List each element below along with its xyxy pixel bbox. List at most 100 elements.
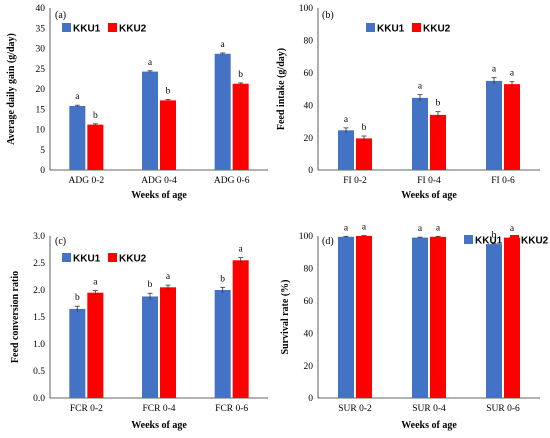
chart-panel-4: 0 20 40 60 80 100 Survival rate (%) Weeks of ag… [280,223,549,431]
panel-label: (d) [322,236,334,247]
x-axis-title: Weeks of age [131,420,187,431]
significance-letter: a [418,224,423,234]
significance-letter: b [148,280,153,290]
y-tick-label: 2.5 [33,259,45,269]
significance-letter: a [239,245,244,255]
legend-label: KKU1 [475,236,503,247]
y-tick-label: 25 [36,65,46,75]
significance-letter: a [344,223,349,233]
bar-kku2-1 [87,124,104,170]
y-tick-label: 40 [304,101,314,111]
y-tick-label: 100 [299,232,314,242]
significance-letter: a [510,224,515,234]
x-tick-label: SUR 0-4 [412,404,446,414]
bar-kku1-1 [338,130,354,170]
significance-letter: a [492,65,497,75]
legend-swatch-kku2 [412,23,421,32]
y-tick-label: 0 [308,166,313,176]
bar-kku1-1 [338,236,354,398]
x-tick-label: FI 0-2 [343,176,367,186]
significance-letter: a [344,115,349,125]
y-tick-label: 5 [40,146,45,156]
significance-letter: a [221,40,226,50]
bar-kku2-3 [504,84,520,170]
significance-letter: b [93,111,98,121]
bar-kku2-2 [160,100,176,170]
y-tick-label: 3.0 [33,232,45,242]
significance-letter: a [436,223,441,233]
bar-kku1-1 [69,106,86,170]
significance-letter: a [510,69,515,79]
y-tick-label: 40 [36,4,46,14]
y-axis-title: Average daily gain (g/day) [6,33,17,145]
bar-kku1-2 [142,71,158,170]
x-tick-label: SUR 0-2 [338,404,372,414]
bar-kku1-2 [412,97,428,170]
chart-panel-3: 0.0 0.5 1.0 1.5 2.0 2.5 3.0 Feed conversion rat… [10,232,268,431]
y-tick-label: 80 [304,37,314,47]
bar-kku1-2 [142,296,158,398]
significance-letter: b [492,231,497,241]
x-tick-label: ADG 0-6 [214,176,250,186]
chart-panel-1: 0 5 10 15 20 25 30 35 40 Average daily gain (g/da… [6,4,268,201]
y-tick-label: 80 [304,265,314,275]
x-axis-title: Weeks of age [131,190,187,201]
legend-swatch-kku1 [62,23,71,32]
bar-kku2-1 [356,138,372,170]
y-tick-label: 20 [304,362,314,372]
significance-letter: a [148,58,153,68]
significance-letter: a [75,92,80,102]
bar-kku2-2 [430,114,446,170]
y-tick-label: 0.5 [33,367,45,377]
bar-kku1-3 [486,244,502,398]
legend-swatch-kku1 [366,23,375,32]
legend-swatch-kku2 [510,235,519,244]
significance-letter: a [362,223,367,233]
y-tick-label: 10 [36,126,46,136]
legend-swatch-kku2 [108,23,117,32]
significance-letter: b [436,99,441,109]
x-tick-label: SUR 0-6 [486,404,520,414]
significance-letter: a [93,278,98,288]
y-tick-label: 100 [299,4,314,14]
y-tick-label: 35 [36,24,46,34]
bar-kku1-3 [486,80,502,170]
significance-letter: b [166,87,171,97]
x-axis-title: Weeks of age [401,190,457,201]
bar-kku1-2 [412,237,428,398]
x-tick-label: FI 0-4 [417,176,441,186]
y-tick-label: 0 [40,166,45,176]
significance-letter: b [362,123,367,133]
bar-kku2-1 [87,292,104,398]
chart-panel-2: 0 20 40 60 80 100 Feed intake (g/day) Weeks of … [276,4,540,201]
y-tick-label: 1.0 [33,340,45,350]
legend-label: KKU2 [119,24,147,35]
legend-label: KKU2 [119,254,147,265]
y-tick-label: 0.0 [33,394,45,404]
legend-label: KKU1 [377,24,405,35]
y-axis-title: Feed conversion ratio [10,271,21,363]
panel-label: (b) [322,10,334,21]
legend-label: KKU2 [521,236,549,247]
y-tick-label: 20 [304,134,314,144]
significance-letter: b [75,293,80,303]
bar-kku2-2 [430,236,446,398]
legend-swatch-kku2 [108,253,117,262]
x-tick-label: ADG 0-2 [69,176,105,186]
significance-letter: b [220,274,225,284]
y-tick-label: 0 [308,394,313,404]
y-tick-label: 60 [304,297,314,307]
bar-kku1-3 [214,53,231,170]
x-tick-label: FI 0-6 [491,176,515,186]
x-tick-label: ADG 0-4 [141,176,177,186]
bar-kku2-1 [356,236,372,398]
bar-kku1-1 [69,308,86,398]
legend-swatch-kku1 [464,235,473,244]
x-axis-title: Weeks of age [401,420,457,431]
y-tick-label: 2.0 [33,286,45,296]
legend-label: KKU1 [73,24,101,35]
bar-kku2-3 [232,83,249,170]
significance-letter: a [418,82,423,92]
y-tick-label: 15 [36,105,46,115]
